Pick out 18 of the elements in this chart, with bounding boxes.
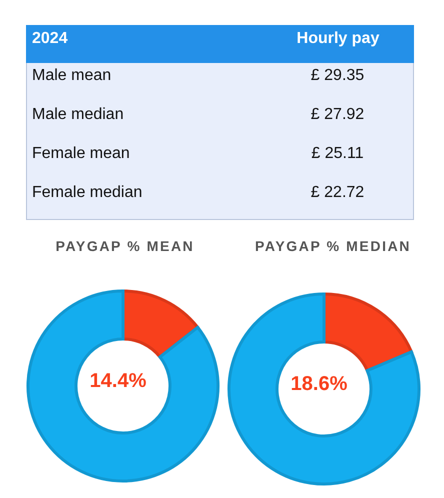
text: £ 29.35 bbox=[310, 67, 364, 84]
chart-title: PAYGAP % MEAN bbox=[56, 238, 194, 254]
donut-slice bbox=[122, 290, 200, 358]
text: 2024 bbox=[32, 30, 68, 47]
donut-slice bbox=[228, 292, 420, 486]
donut-slice bbox=[322, 292, 413, 372]
chart-title: PAYGAP % MEDIAN bbox=[255, 238, 411, 254]
text: 14.4% bbox=[90, 370, 146, 392]
donut-slice bbox=[26, 290, 220, 482]
text: £ 25.11 bbox=[311, 145, 364, 162]
text: Hourly pay bbox=[296, 30, 380, 47]
text: £ 27.92 bbox=[310, 106, 364, 123]
text: 18.6% bbox=[290, 373, 348, 395]
category-label: Female mean bbox=[32, 145, 130, 162]
category-label: Male mean bbox=[32, 67, 112, 84]
category-label: Female median bbox=[32, 184, 142, 201]
text: £ 22.72 bbox=[310, 184, 364, 201]
category-label: Male median bbox=[32, 106, 124, 123]
